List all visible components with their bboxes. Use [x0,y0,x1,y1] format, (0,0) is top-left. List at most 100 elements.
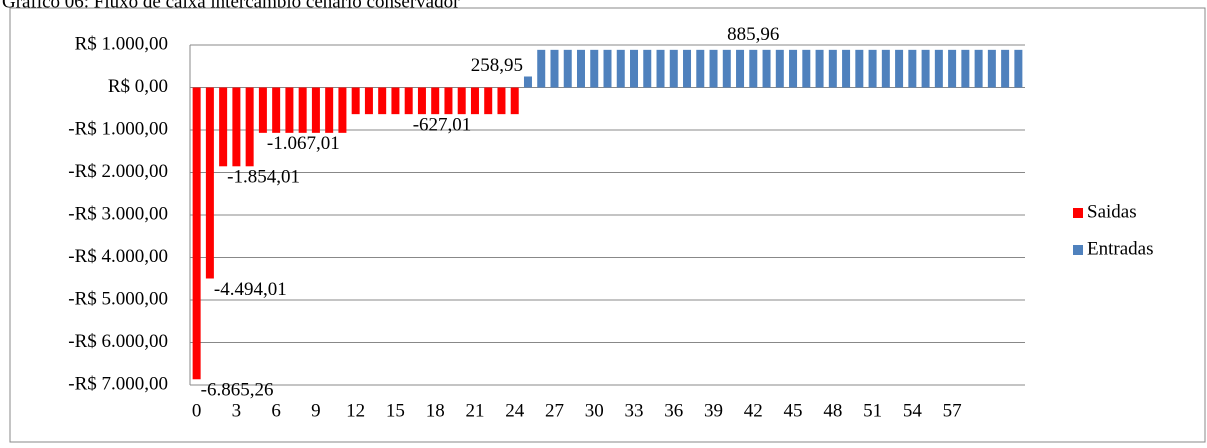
bar [736,49,745,88]
data-label: -6.865,26 [201,380,274,401]
x-tick-label: 39 [704,400,723,421]
bar [643,49,652,88]
bar [351,87,360,115]
bar [868,49,877,88]
bar [192,87,201,380]
bar [789,49,798,88]
bar [404,87,413,115]
bar [563,49,572,88]
legend-swatch [1073,245,1083,255]
x-tick-label: 18 [426,400,445,421]
y-tick-label: R$ 1.000,00 [75,33,168,54]
data-label: 885,96 [727,24,779,45]
bar [378,87,387,115]
bar [311,87,320,133]
bar [855,49,864,88]
bar [987,49,996,88]
x-tick-label: 0 [192,400,202,421]
y-tick-label: -R$ 3.000,00 [68,203,168,224]
bar [590,49,599,88]
bar [364,87,373,115]
bar [537,49,546,88]
bar [484,87,493,115]
x-tick-label: 9 [311,400,321,421]
bar [616,49,625,88]
bar [948,49,957,88]
bar [205,87,214,279]
bar [908,49,917,88]
bar [272,87,281,133]
y-tick-label: -R$ 4.000,00 [68,246,168,267]
bar [219,87,228,167]
x-tick-label: 36 [664,400,683,421]
bar [656,49,665,88]
bar [762,49,771,88]
bar [1001,49,1010,88]
x-tick-label: 57 [943,400,962,421]
bar [325,87,334,133]
y-tick-label: R$ 0,00 [108,76,168,97]
bar [974,49,983,88]
bar [245,87,254,167]
legend-label: Saidas [1087,201,1137,222]
x-tick-label: 27 [545,400,564,421]
x-tick-label: 33 [625,400,644,421]
x-tick-label: 54 [903,400,923,421]
bar [550,49,559,88]
bar [696,49,705,88]
bar [232,87,241,167]
bar [934,49,943,88]
bar [669,49,678,88]
bar [576,49,585,88]
bar [802,49,811,88]
y-tick-label: -R$ 7.000,00 [68,373,168,394]
x-tick-label: 30 [585,400,604,421]
bar [497,87,506,115]
bar [470,87,479,115]
x-tick-label: 42 [744,400,763,421]
bar [444,87,453,115]
legend-swatch [1073,208,1083,218]
bar [510,87,519,115]
data-label: -1.067,01 [267,133,340,154]
bar [1014,49,1023,88]
x-tick-label: 12 [346,400,365,421]
x-tick-label: 3 [232,400,242,421]
bar [828,49,837,88]
data-label: 258,95 [471,55,523,76]
x-tick-label: 6 [271,400,281,421]
bar [683,49,692,88]
bar [391,87,400,115]
bar [431,87,440,115]
x-tick-label: 21 [465,400,484,421]
bar [417,87,426,115]
bar [523,76,532,88]
bar [457,87,466,115]
legend-label: Entradas [1087,238,1153,259]
data-label: -4.494,01 [214,279,287,300]
chart-border [9,7,1206,443]
chart-title: Gráfico 06: Fluxo de caixa intercâmbio c… [2,0,460,12]
y-tick-label: -R$ 6.000,00 [68,331,168,352]
x-tick-label: 24 [505,400,525,421]
bar [722,49,731,88]
bar [921,49,930,88]
bar [775,49,784,88]
bar [709,49,718,88]
bar [285,87,294,133]
data-label: -1.854,01 [227,167,300,188]
bar [815,49,824,88]
bar [881,49,890,88]
bar [842,49,851,88]
y-tick-label: -R$ 5.000,00 [68,288,168,309]
bar [603,49,612,88]
bar [258,87,267,133]
y-tick-label: -R$ 2.000,00 [68,161,168,182]
bar [298,87,307,133]
x-tick-label: 51 [863,400,882,421]
bar [895,49,904,88]
x-tick-label: 15 [386,400,405,421]
y-tick-label: -R$ 1.000,00 [68,118,168,139]
x-tick-label: 48 [823,400,842,421]
